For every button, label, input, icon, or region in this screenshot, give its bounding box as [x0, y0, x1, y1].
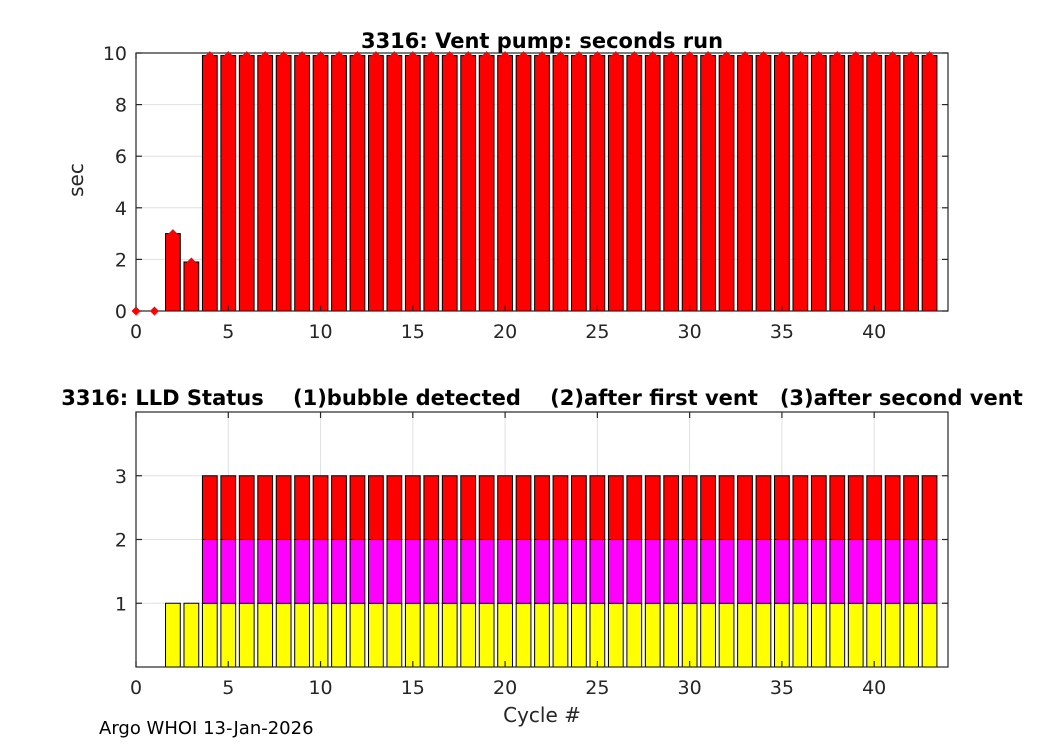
tick-labels: 0 5 10 15 20 25 30 35 40 1 2 3	[115, 466, 886, 699]
svg-text:5: 5	[222, 321, 234, 343]
svg-text:4: 4	[115, 198, 127, 220]
svg-text:30: 30	[678, 677, 702, 699]
svg-text:10: 10	[308, 677, 332, 699]
svg-text:10: 10	[308, 321, 332, 343]
svg-text:0: 0	[130, 677, 142, 699]
svg-text:3: 3	[115, 466, 127, 488]
vent-pump-seconds-chart: 0 5 10 15 20 25 30 35 40 0 2 4 6 8 10	[103, 43, 949, 343]
lld-status-chart: 0 5 10 15 20 25 30 35 40 1 2 3	[115, 411, 949, 699]
svg-text:10: 10	[103, 43, 127, 65]
y-axis-label-sec: sec	[64, 163, 88, 197]
svg-text:0: 0	[115, 301, 127, 323]
svg-text:15: 15	[401, 321, 425, 343]
lld-status-chart-title: 3316: LLD Status (1)bubble detected (2)a…	[61, 386, 1023, 410]
vent-pump-chart-title: 3316: Vent pump: seconds run	[360, 29, 724, 53]
svg-text:8: 8	[115, 95, 127, 117]
svg-text:5: 5	[222, 677, 234, 699]
figure-footer-caption: Argo WHOI 13-Jan-2026	[99, 718, 314, 739]
svg-text:30: 30	[678, 321, 702, 343]
svg-text:6: 6	[115, 146, 127, 168]
svg-text:1: 1	[115, 593, 127, 615]
svg-text:25: 25	[585, 321, 609, 343]
svg-text:2: 2	[115, 249, 127, 271]
svg-text:20: 20	[493, 677, 517, 699]
svg-text:20: 20	[493, 321, 517, 343]
svg-text:35: 35	[770, 321, 794, 343]
data-markers	[131, 51, 935, 316]
x-axis-label-cycle: Cycle #	[503, 703, 581, 727]
svg-text:40: 40	[862, 321, 886, 343]
svg-text:15: 15	[401, 677, 425, 699]
svg-text:35: 35	[770, 677, 794, 699]
svg-text:40: 40	[862, 677, 886, 699]
svg-text:25: 25	[585, 677, 609, 699]
bars	[165, 475, 938, 668]
svg-text:2: 2	[115, 530, 127, 552]
tick-marks	[135, 412, 948, 667]
tick-labels: 0 5 10 15 20 25 30 35 40 0 2 4 6 8 10	[103, 43, 886, 343]
bars	[165, 55, 938, 312]
svg-text:0: 0	[130, 321, 142, 343]
